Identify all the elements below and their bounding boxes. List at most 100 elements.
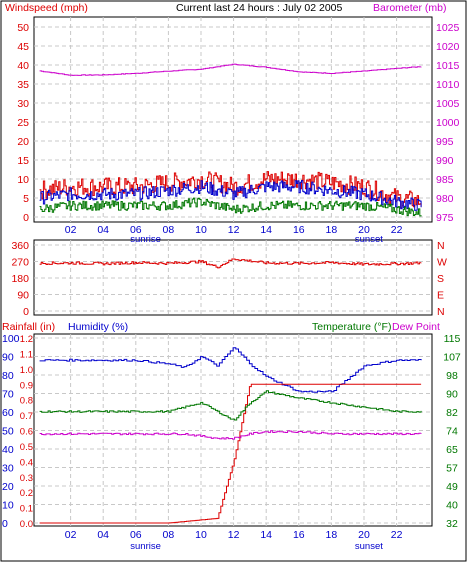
wind-panel-frame (33, 16, 433, 223)
windspeed-tick: 5 (23, 193, 29, 205)
barometer-tick: 985 (436, 174, 454, 186)
x-tick: 20 (358, 529, 370, 541)
x-tick: 06 (130, 529, 142, 541)
windspeed-tick: 40 (17, 60, 29, 72)
temperature-tick: 65 (446, 444, 458, 456)
barometer-tick: 980 (436, 193, 454, 205)
rainfall-tick: 1.1 (20, 349, 33, 360)
barometer-tick: 995 (436, 136, 454, 148)
windspeed-tick: 20 (17, 136, 29, 148)
compass-tick: W (437, 257, 447, 269)
x-tick: 20 (358, 224, 370, 236)
barometer-line (39, 63, 422, 76)
temperature-tick: 57 (446, 463, 458, 475)
barometer-tick: 1025 (436, 22, 460, 34)
direction-tick: 180 (11, 273, 29, 285)
humidity-tick: 30 (2, 463, 14, 475)
windspeed-min-line (39, 197, 422, 217)
temperature-label: Temperature (°F) (312, 321, 391, 333)
humidity-tick: 70 (2, 389, 14, 401)
windspeed-tick: 50 (17, 22, 29, 34)
x-tick: 22 (391, 224, 403, 236)
x-tick: 08 (163, 224, 175, 236)
x-tick: 16 (293, 224, 305, 236)
barometer-tick: 975 (436, 212, 454, 224)
rainfall-line (39, 383, 422, 524)
grid-lines (34, 17, 432, 526)
rainfall-tick: 0.3 (20, 473, 33, 484)
x-tick: 06 (130, 224, 142, 236)
windspeed-tick: 10 (17, 174, 29, 186)
rainfall-tick: 0.9 (20, 380, 33, 391)
humidity-line (39, 347, 422, 393)
humidity-tick: 10 (2, 500, 14, 512)
windspeed-tick: 25 (17, 117, 29, 129)
rainfall-label: Rainfall (in) (2, 321, 55, 333)
rainfall-tick: 0.8 (20, 396, 33, 407)
barometer-tick: 1000 (436, 117, 460, 129)
windspeed-tick: 30 (17, 98, 29, 110)
humidity-label: Humidity (%) (68, 321, 128, 333)
direction-tick: 270 (11, 257, 29, 269)
x-tick: 02 (65, 529, 77, 541)
direction-tick: 360 (11, 240, 29, 252)
temperature-tick: 107 (443, 352, 461, 364)
rainfall-tick: 0.4 (20, 457, 33, 468)
x-tick: 22 (391, 529, 403, 541)
compass-tick: E (437, 290, 444, 302)
humidity-tick: 50 (2, 426, 14, 438)
barometer-tick: 1005 (436, 98, 460, 110)
windspeed-tick: 0 (23, 212, 29, 224)
dewpoint-line (39, 430, 422, 440)
windspeed-tick: 15 (17, 155, 29, 167)
rainfall-tick: 0.5 (20, 442, 33, 453)
rainfall-tick: 0.6 (20, 427, 33, 438)
temperature-tick: 49 (446, 481, 458, 493)
sunrise-label: sunrise (130, 234, 161, 245)
humidity-tick: 40 (2, 444, 14, 456)
humidity-tick: 60 (2, 407, 14, 419)
direction-tick: 0 (23, 306, 29, 318)
temperature-tick: 40 (446, 500, 458, 512)
temperature-tick: 82 (446, 407, 458, 419)
x-tick: 12 (228, 529, 240, 541)
windspeed-tick: 35 (17, 79, 29, 91)
dewpoint-label: Dew Point (392, 321, 440, 333)
humidity-tick: 20 (2, 481, 14, 493)
rainfall-tick: 0.7 (20, 411, 33, 422)
x-tick: 14 (260, 224, 272, 236)
temperature-line (39, 390, 422, 421)
rainfall-tick: 1.0 (20, 365, 33, 376)
windspeed-label: Windspeed (mph) (5, 2, 88, 14)
x-tick: 08 (163, 529, 175, 541)
rainfall-tick: 0.1 (20, 504, 33, 515)
sunset-label: sunset (355, 541, 383, 552)
x-tick: 10 (195, 224, 207, 236)
sunset-label: sunset (355, 234, 383, 245)
barometer-tick: 990 (436, 155, 454, 167)
x-tick: 10 (195, 529, 207, 541)
chart-title: Current last 24 hours : July 02 2005 (176, 2, 343, 14)
direction-line (39, 258, 422, 269)
rainfall-tick: 1.2 (20, 334, 33, 345)
temperature-tick: 98 (446, 370, 458, 382)
rainfall-tick: 0.0 (20, 519, 33, 530)
temperature-tick: 74 (446, 426, 458, 438)
humidity-tick: 80 (2, 370, 14, 382)
temperature-tick: 90 (446, 389, 458, 401)
humidity-tick: 90 (2, 352, 14, 364)
series-layer (39, 63, 422, 524)
tick-labels: 0510152025303540455097598098599099510001… (2, 22, 461, 552)
direction-tick: 90 (17, 290, 29, 302)
compass-tick: N (437, 240, 445, 252)
barometer-label: Barometer (mb) (373, 2, 447, 14)
rainfall-tick: 0.2 (20, 488, 33, 499)
x-tick: 04 (97, 529, 109, 541)
barometer-tick: 1010 (436, 79, 460, 91)
windspeed-tick: 45 (17, 41, 29, 53)
compass-tick: S (437, 273, 444, 285)
x-tick: 04 (97, 224, 109, 236)
temperature-tick: 32 (446, 518, 458, 530)
barometer-tick: 1015 (436, 60, 460, 72)
